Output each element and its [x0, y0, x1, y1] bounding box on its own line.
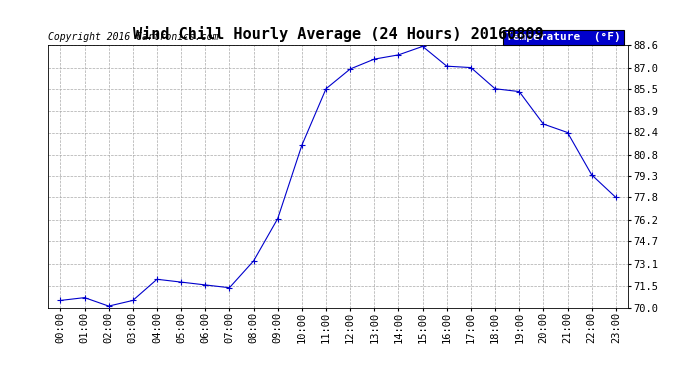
Title: Wind Chill Hourly Average (24 Hours) 20160809: Wind Chill Hourly Average (24 Hours) 201…: [132, 27, 544, 42]
Text: Temperature  (°F): Temperature (°F): [506, 32, 621, 42]
Text: Copyright 2016 Cartronics.com: Copyright 2016 Cartronics.com: [48, 32, 219, 42]
